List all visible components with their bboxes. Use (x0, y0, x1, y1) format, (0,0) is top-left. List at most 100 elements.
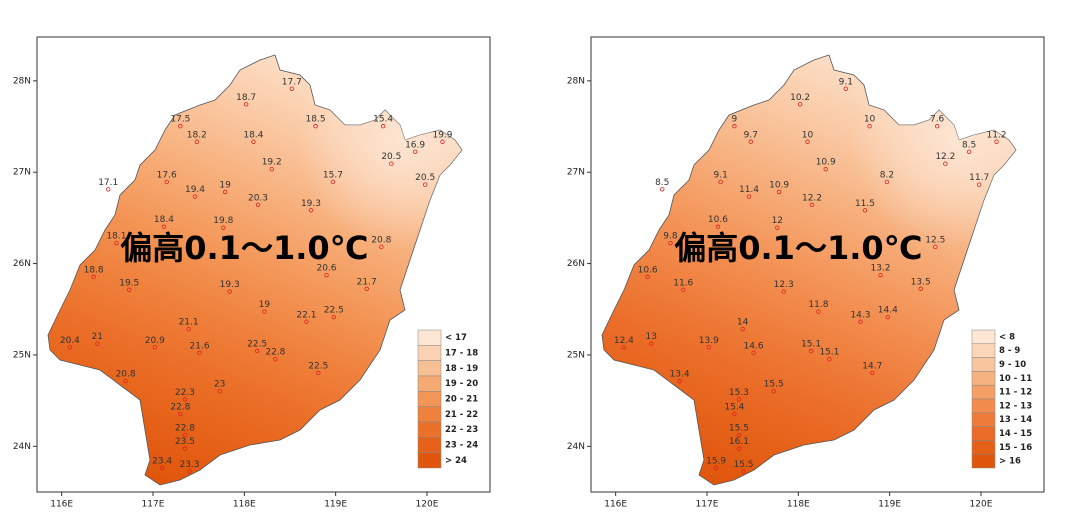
x-tick-label: 120E (416, 500, 439, 510)
x-tick-label: 117E (142, 500, 165, 510)
station-value: 21 (92, 332, 103, 342)
station-dot (197, 350, 202, 356)
station-value: 12.2 (935, 152, 955, 162)
legend-swatch (417, 437, 442, 453)
station-value: 9 (732, 115, 738, 125)
station-dot (182, 432, 188, 438)
station-dot (192, 194, 198, 199)
station-dot (858, 319, 863, 324)
station-value: 15.3 (729, 388, 749, 398)
station-dot (736, 446, 742, 451)
station-value: 10 (802, 130, 814, 140)
station-value: 13 (646, 332, 657, 342)
station-value: 19.3 (301, 199, 321, 209)
legend-label: 14 - 15 (999, 429, 1032, 439)
station-value: 12 (772, 216, 783, 226)
station-value: 13.2 (870, 264, 890, 274)
station-dot (718, 179, 723, 185)
station-value: 22.5 (247, 339, 267, 349)
station-dot (862, 208, 868, 213)
station-dot (440, 139, 445, 144)
station-dot (843, 86, 849, 91)
station-dot (706, 345, 712, 350)
station-dot (255, 202, 261, 208)
legend-label: 13 - 14 (999, 415, 1032, 425)
station-value: 15.4 (724, 403, 744, 413)
station-dot (732, 124, 737, 129)
station-dot (106, 187, 111, 192)
station-value: 23.3 (179, 460, 199, 470)
legend-label: 15 - 16 (999, 443, 1032, 453)
station-value: 20.8 (371, 235, 391, 245)
legend-swatch (971, 343, 996, 358)
station-dot (91, 274, 96, 280)
station-value: 13.4 (670, 370, 690, 380)
station-dot (331, 314, 337, 320)
station-value: 23.4 (152, 456, 172, 466)
province-highlight (602, 55, 1016, 485)
station-dot (389, 161, 394, 166)
station-value: 15.4 (373, 115, 393, 125)
station-value: 8.2 (880, 170, 894, 180)
station-dot (316, 370, 321, 376)
station-dot (269, 166, 274, 172)
station-value: 21.6 (190, 341, 210, 351)
station-dot (677, 378, 682, 384)
station-dot (870, 370, 875, 376)
station-dot (740, 326, 745, 332)
y-tick-label: 28N (13, 76, 31, 86)
station-dot (918, 286, 923, 292)
legend-swatch (417, 329, 442, 346)
station-dot (182, 446, 188, 451)
station-value: 10.6 (708, 215, 728, 225)
station-value: 18.5 (306, 115, 326, 125)
station-value: 12.2 (802, 193, 822, 203)
station-value: 19.3 (220, 280, 240, 290)
legend-label: 10 - 11 (999, 374, 1032, 384)
station-value: 17.1 (98, 178, 118, 188)
station-value: 20.5 (381, 152, 401, 162)
station-value: 22.3 (175, 388, 195, 398)
legend-swatch (971, 398, 996, 414)
station-value: 16.1 (729, 437, 749, 447)
station-value: 19.4 (185, 185, 205, 195)
station-dot (187, 469, 192, 474)
station-dot (621, 345, 627, 350)
station-value: 19.2 (262, 158, 282, 168)
station-dot (222, 189, 228, 195)
station-dot (748, 139, 754, 144)
legend-label: 22 - 23 (445, 425, 478, 435)
station-value: 10.2 (790, 93, 810, 103)
legend-label: 8 - 9 (999, 346, 1020, 356)
station-dot (379, 244, 384, 250)
legend-swatch (971, 453, 996, 469)
station-dot (273, 357, 278, 362)
station-value: 9.1 (839, 77, 853, 87)
station-dot (123, 378, 128, 384)
station-dot (934, 124, 940, 129)
legend-swatch (971, 412, 996, 427)
legend-swatch (417, 391, 442, 407)
station-value: 10.6 (638, 265, 658, 275)
station-dot (645, 274, 650, 280)
legend-label: 17 - 18 (445, 349, 478, 359)
station-value: 17.6 (157, 170, 177, 180)
station-value: 16.9 (405, 140, 425, 150)
station-value: 11.6 (673, 278, 693, 288)
station-dot (308, 208, 314, 213)
legend-label: 20 - 21 (445, 395, 478, 405)
y-tick-label: 26N (567, 259, 585, 269)
legend-label: 11 - 12 (999, 388, 1032, 398)
station-value: 19 (259, 300, 271, 310)
station-value: 19.5 (119, 278, 139, 288)
station-dot (816, 309, 821, 314)
province-highlight (48, 55, 462, 485)
station-value: 21.1 (179, 318, 199, 328)
legend-swatch (971, 329, 996, 345)
station-value: 22.5 (324, 306, 344, 316)
station-dot (867, 124, 872, 129)
station-value: 15.5 (733, 460, 753, 470)
y-tick-label: 25N (567, 350, 585, 360)
station-dot (966, 149, 972, 155)
x-tick-label: 120E (970, 500, 993, 510)
